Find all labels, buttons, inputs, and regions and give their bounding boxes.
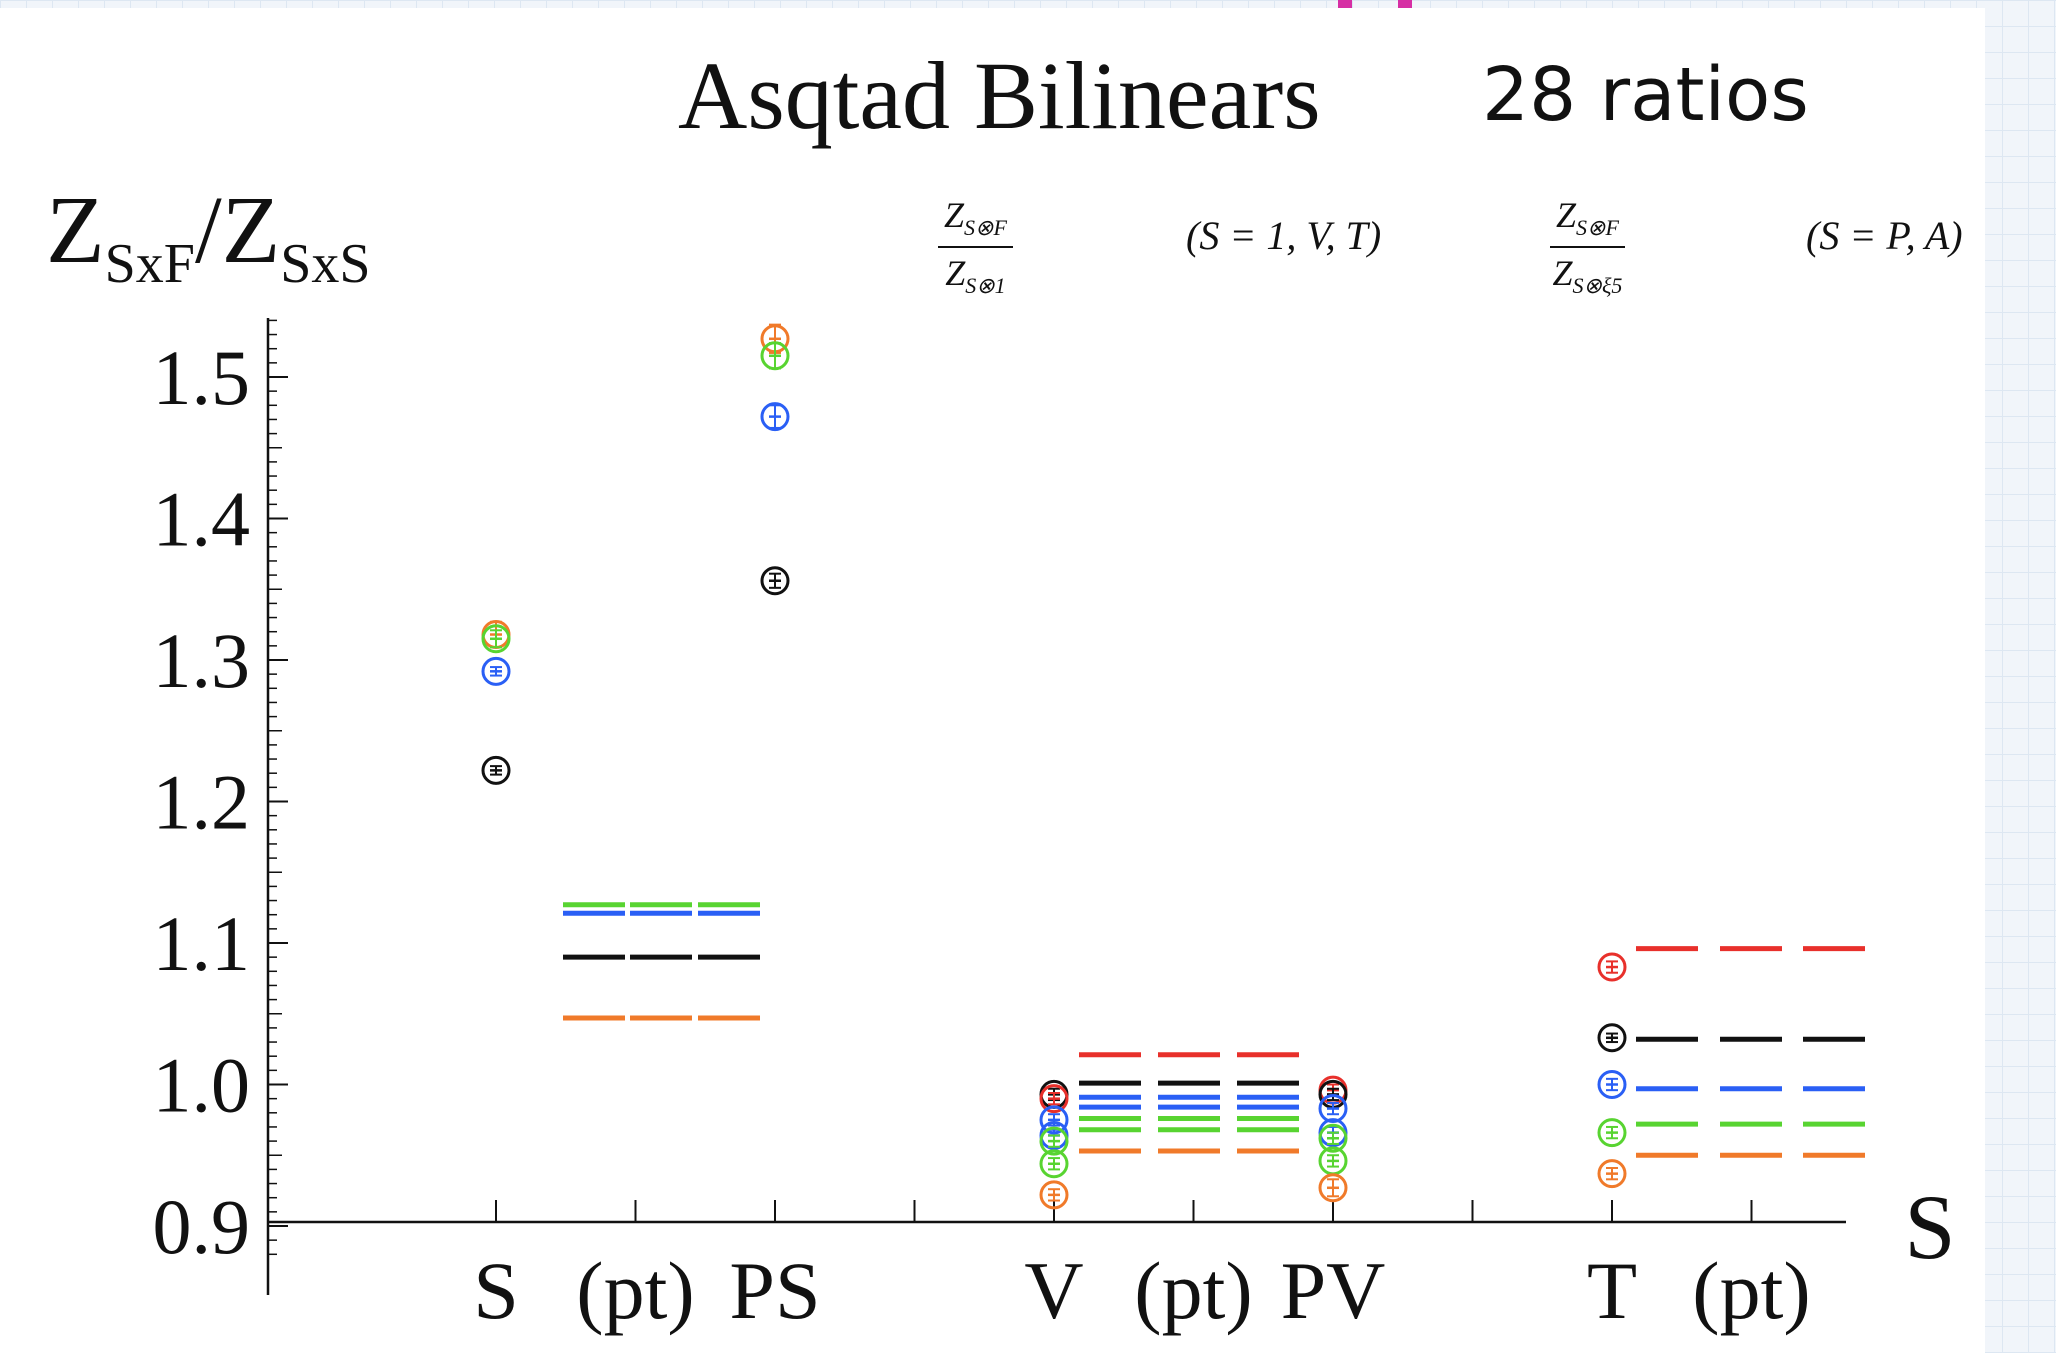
data-point-circle [1039,1180,1069,1210]
data-point-circle [760,402,790,432]
slide-panel [0,8,1985,1353]
x-tick-label: S [473,1245,519,1336]
decorative-stroke-left [1338,0,1352,8]
data-point-circle [1318,1173,1348,1203]
data-point [1597,1118,1627,1148]
data-point [481,624,511,654]
data-point [760,341,790,371]
formula-1-condition: (S = 1, V, T) [1186,213,1382,258]
data-point-circle [481,624,511,654]
data-point [1039,1084,1069,1114]
x-tick-label: T [1587,1245,1637,1336]
y-tick-label: 1.3 [153,617,251,704]
formula-ratio-2: ZS⊗F ZS⊗ξ5 [1550,195,1625,299]
formula-2-denominator: ZS⊗ξ5 [1552,253,1623,299]
data-point-circle [1597,1159,1627,1189]
data-point [1318,1123,1348,1153]
x-tick-label: (pt) [576,1245,694,1336]
data-point-circle [1318,1094,1348,1124]
y-tick-label: 1.0 [153,1042,251,1129]
formula-ratio-1: ZS⊗F ZS⊗1 [938,195,1013,299]
data-point [1597,1023,1627,1053]
data-point [1039,1126,1069,1156]
data-point-circle [1597,1118,1627,1148]
data-point [1597,1070,1627,1099]
data-point [1318,1173,1348,1203]
data-point [481,755,511,785]
y-axis-label: ZSxF/ZSxS [46,182,371,296]
x-axis-label: S [1904,1176,1955,1278]
x-tick-label: PS [729,1245,820,1336]
data-point-circle [760,566,790,596]
y-axis-label-sub1: SxF [104,233,195,296]
data-point-circle [1597,1023,1627,1053]
formula-1-numerator: ZS⊗F [938,195,1013,249]
chart-title: Asqtad Bilinears [678,42,1321,149]
data-point-circle [1597,952,1627,982]
data-point [760,402,790,432]
x-tick-label: (pt) [1134,1245,1252,1336]
y-tick-label: 1.1 [153,900,251,987]
data-point-circle [1039,1149,1069,1179]
data-point-circle [1039,1084,1069,1114]
formula-2-condition: (S = P, A) [1806,213,1963,258]
y-tick-label: 0.9 [153,1183,251,1270]
data-point [1597,952,1627,982]
y-tick-label: 1.5 [153,334,251,421]
formula-1-denominator: ZS⊗1 [945,253,1006,299]
x-tick-label: PV [1281,1245,1386,1336]
data-point [1318,1094,1348,1124]
data-point-circle [1597,1070,1627,1099]
decorative-stroke-right [1398,0,1412,8]
data-point-circle [481,755,511,785]
x-tick-label: (pt) [1692,1245,1810,1336]
data-point [1039,1149,1069,1179]
data-point [1597,1159,1627,1189]
y-axis-label-sep: /Z [194,176,281,283]
y-axis-label-z: Z [46,176,105,283]
data-point-circle [1039,1126,1069,1156]
data-point [760,566,790,596]
y-tick-label: 1.2 [153,759,251,846]
formula-2-numerator: ZS⊗F [1550,195,1625,249]
y-tick-label: 1.4 [153,476,251,563]
data-point [481,656,511,686]
data-point-circle [1318,1123,1348,1153]
data-point-circle [481,656,511,686]
y-axis-label-sub2: SxS [280,233,371,296]
x-tick-label: V [1024,1245,1083,1336]
ratio-count-label: 28 ratios [1482,52,1809,138]
data-point [1039,1180,1069,1210]
